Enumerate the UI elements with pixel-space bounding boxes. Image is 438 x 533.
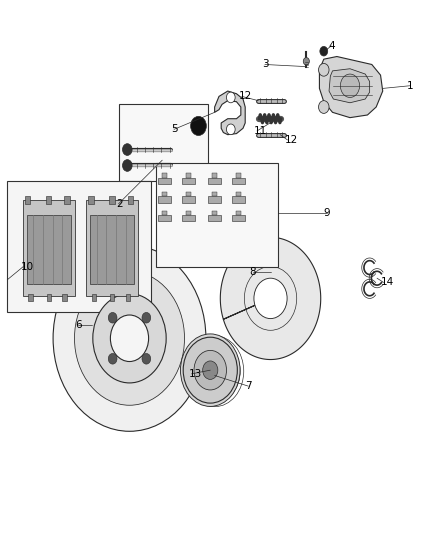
Circle shape xyxy=(93,294,166,383)
Bar xyxy=(110,294,114,301)
Text: 2: 2 xyxy=(117,199,123,209)
Bar xyxy=(232,196,245,203)
Bar xyxy=(186,211,191,215)
Bar xyxy=(46,294,51,301)
Bar xyxy=(90,215,134,284)
Bar xyxy=(88,196,94,204)
Text: 10: 10 xyxy=(20,262,33,271)
Bar xyxy=(182,215,195,221)
Bar xyxy=(128,196,133,204)
Bar xyxy=(232,177,245,184)
Bar xyxy=(208,177,221,184)
Circle shape xyxy=(189,341,240,402)
Bar xyxy=(62,294,67,301)
Bar xyxy=(25,196,30,204)
Text: 8: 8 xyxy=(250,267,256,277)
Polygon shape xyxy=(220,237,321,360)
Polygon shape xyxy=(119,104,208,181)
Bar xyxy=(232,215,245,221)
Bar xyxy=(46,196,51,204)
Circle shape xyxy=(206,360,223,382)
Circle shape xyxy=(226,124,235,135)
Circle shape xyxy=(123,144,132,156)
Bar xyxy=(237,211,241,215)
Text: 14: 14 xyxy=(381,278,394,287)
Bar xyxy=(22,200,75,296)
Bar xyxy=(110,196,115,204)
Circle shape xyxy=(74,271,184,405)
Text: 6: 6 xyxy=(75,320,81,330)
Circle shape xyxy=(303,58,309,65)
Bar xyxy=(162,173,166,177)
Bar xyxy=(28,294,32,301)
Text: 12: 12 xyxy=(285,135,298,145)
Circle shape xyxy=(142,312,151,323)
Circle shape xyxy=(226,92,235,103)
Bar xyxy=(182,196,195,203)
Circle shape xyxy=(196,349,233,393)
Bar xyxy=(126,294,130,301)
Bar xyxy=(162,211,166,215)
Circle shape xyxy=(180,334,240,407)
Text: 1: 1 xyxy=(407,81,413,91)
Bar xyxy=(27,215,71,284)
Polygon shape xyxy=(215,91,245,135)
Bar xyxy=(212,192,217,196)
Text: 5: 5 xyxy=(171,124,177,134)
Text: 4: 4 xyxy=(328,41,335,51)
Circle shape xyxy=(108,312,117,323)
Circle shape xyxy=(318,63,329,76)
Circle shape xyxy=(142,353,151,364)
Bar xyxy=(208,215,221,221)
Bar xyxy=(155,163,278,266)
Circle shape xyxy=(191,116,206,135)
Circle shape xyxy=(110,315,148,361)
Circle shape xyxy=(108,353,117,364)
Polygon shape xyxy=(319,56,383,118)
Circle shape xyxy=(318,101,329,114)
Bar xyxy=(158,196,171,203)
Circle shape xyxy=(183,337,237,403)
Circle shape xyxy=(123,160,132,171)
Bar xyxy=(92,294,96,301)
Bar xyxy=(186,173,191,177)
Bar xyxy=(182,177,195,184)
Circle shape xyxy=(254,278,287,319)
Bar xyxy=(64,196,70,204)
Text: 9: 9 xyxy=(324,208,330,219)
Bar xyxy=(186,192,191,196)
Text: 3: 3 xyxy=(262,60,268,69)
Text: 11: 11 xyxy=(254,126,267,136)
Circle shape xyxy=(320,46,328,56)
Text: 13: 13 xyxy=(188,369,201,379)
Bar xyxy=(237,192,241,196)
Circle shape xyxy=(53,245,206,431)
Bar xyxy=(212,173,217,177)
Bar xyxy=(162,192,166,196)
Text: 12: 12 xyxy=(239,91,252,101)
Circle shape xyxy=(340,74,360,98)
Bar xyxy=(158,215,171,221)
Circle shape xyxy=(203,361,218,379)
Bar xyxy=(86,200,138,296)
Polygon shape xyxy=(329,69,370,103)
Circle shape xyxy=(194,350,226,390)
Polygon shape xyxy=(7,181,151,312)
Text: 7: 7 xyxy=(245,381,252,391)
Bar xyxy=(158,177,171,184)
Bar xyxy=(212,211,217,215)
Bar xyxy=(237,173,241,177)
Bar xyxy=(208,196,221,203)
